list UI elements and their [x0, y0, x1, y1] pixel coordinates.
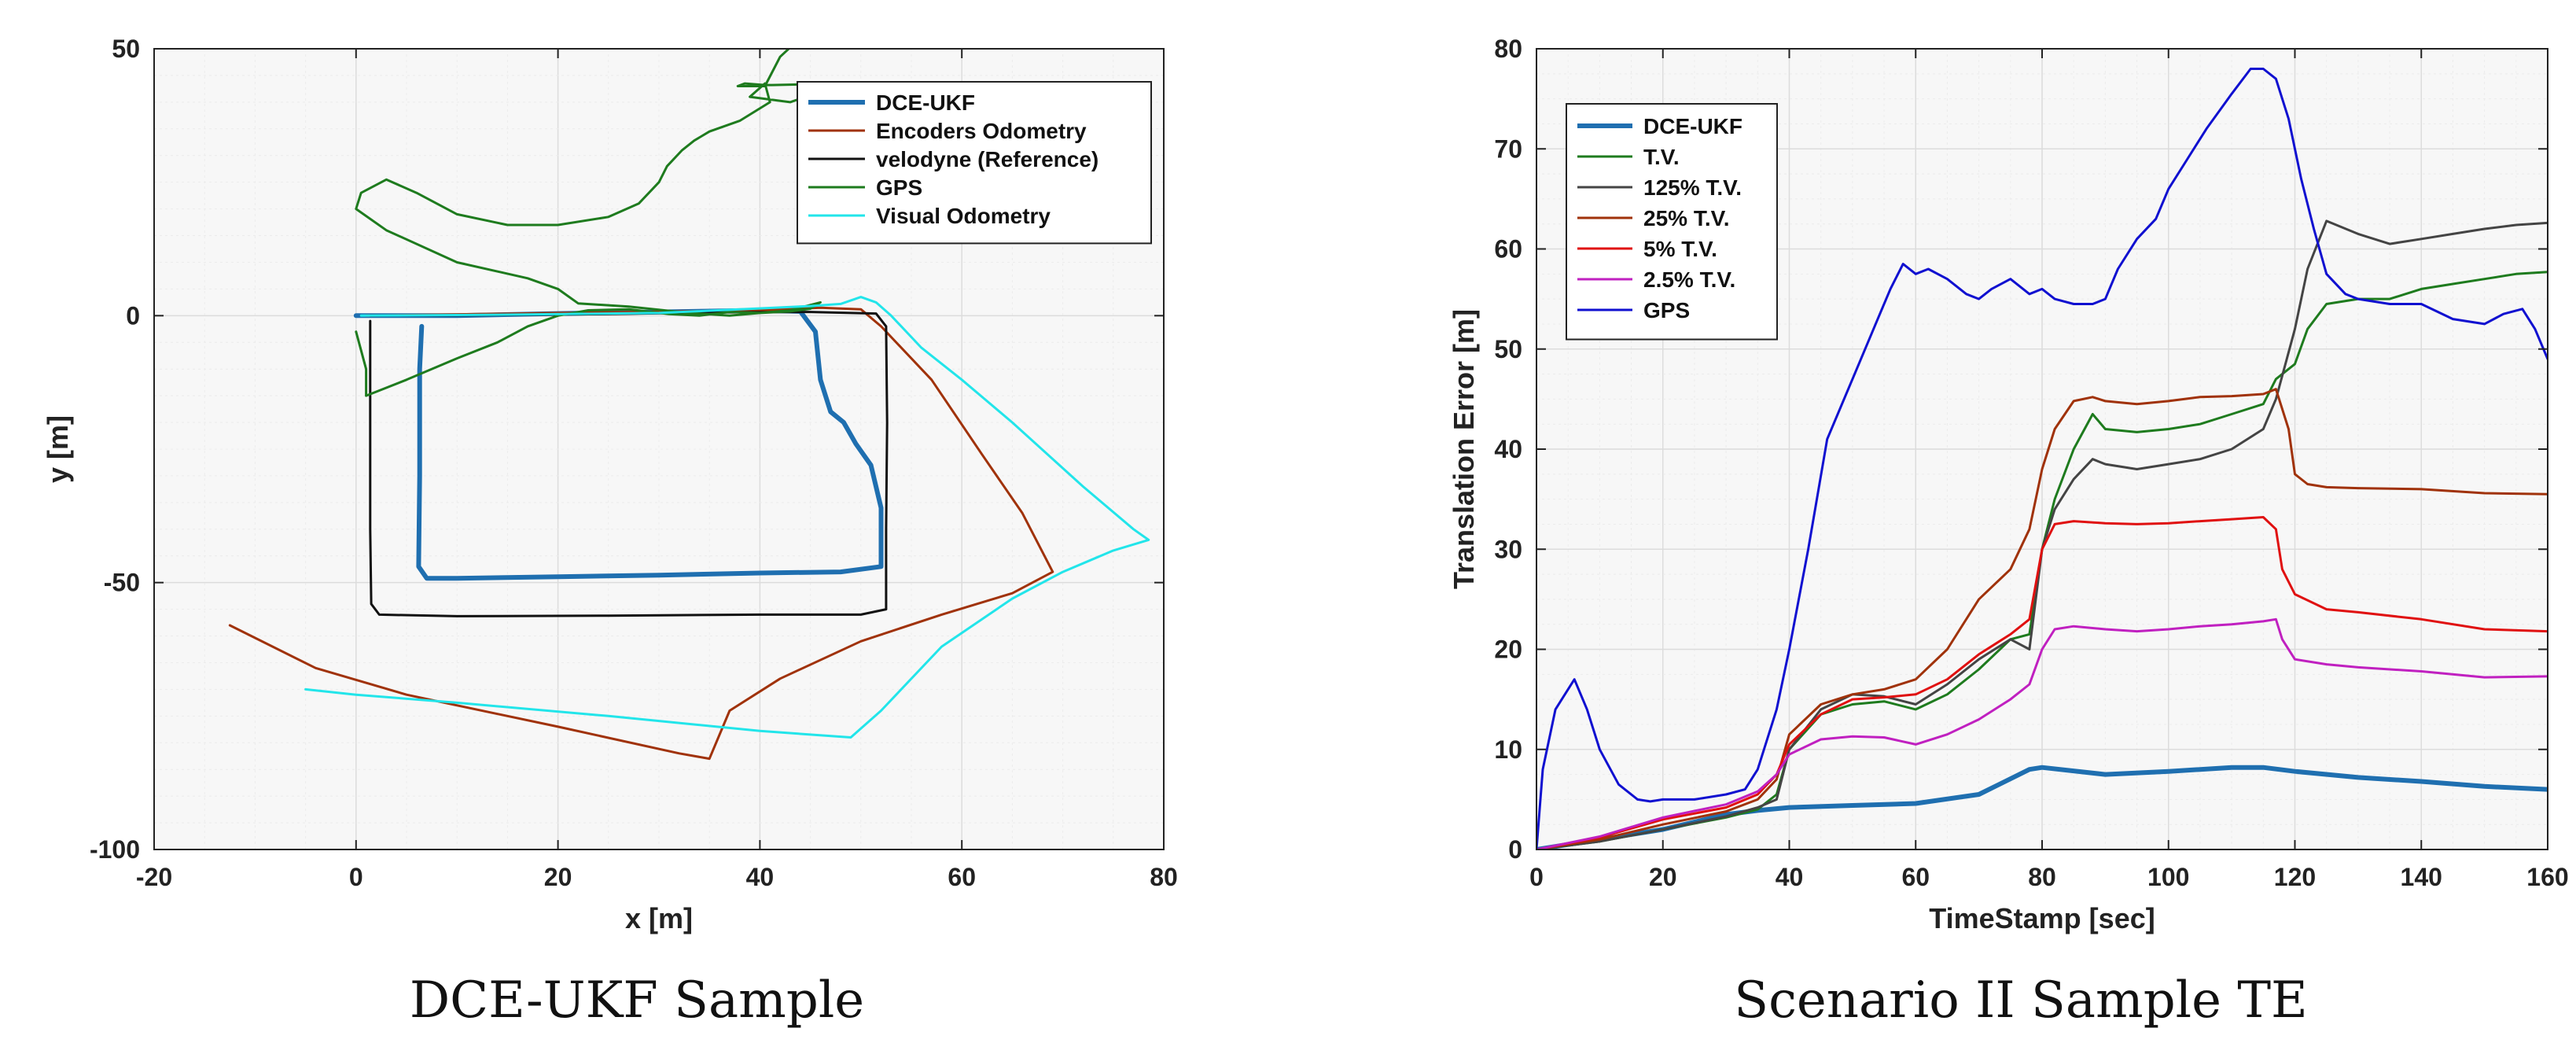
- series-line-2-5-t-v: [1536, 617, 2548, 849]
- legend-label-t-v: T.V.: [1643, 145, 1680, 169]
- y-tick-label: 80: [1494, 35, 1522, 63]
- legend-label-dce-ukf: DCE-UKF: [1643, 114, 1742, 138]
- series-group: [228, 49, 1150, 761]
- y-tick-label: 10: [1494, 735, 1522, 764]
- x-tick-label: 20: [1649, 863, 1677, 891]
- translation-error-chart: 0 20 40 60 80 100 120 140 160 0 10 20 30 40 50 60 70 80 Ti…: [1448, 35, 2569, 934]
- ticks: 0 20 40 60 80 100 120 140 160 0 10 20 30 40 50 60 70 80: [1494, 35, 2568, 891]
- x-tick-label: 160: [2526, 863, 2568, 891]
- y-axis-label: Translation Error [m]: [1448, 309, 1480, 589]
- y-tick-label: -50: [104, 569, 140, 597]
- x-tick-label: 40: [1776, 863, 1804, 891]
- legend-label-25-t-v: 25% T.V.: [1643, 206, 1729, 230]
- series-line-encoders-odometry: [228, 306, 1054, 761]
- x-tick-label: -20: [136, 863, 172, 891]
- legend-label-visual-odometry: Visual Odometry: [876, 204, 1051, 228]
- series-line-gps: [1536, 68, 2548, 849]
- x-tick-label: 60: [1901, 863, 1930, 891]
- legend: DCE-UKF T.V. 125% T.V. 25% T.V. 5% T.V. 2.5% …: [1566, 103, 1778, 341]
- series-line-visual-odometry: [304, 296, 1150, 739]
- right-caption: Scenario II Sample TE: [1734, 971, 2308, 1030]
- series-group: [1536, 68, 2548, 849]
- y-tick-label: 60: [1494, 235, 1522, 264]
- y-tick-label: 0: [1508, 835, 1522, 864]
- x-tick-label: 0: [1529, 863, 1544, 891]
- x-tick-label: 80: [1150, 863, 1178, 891]
- axes-frame: [153, 48, 1165, 850]
- legend: DCE-UKF Encoders Odometry velodyne (Refere…: [797, 81, 1152, 245]
- legend-label-gps: GPS: [876, 175, 922, 200]
- series-line-gps: [355, 49, 827, 397]
- legend-label-5-t-v: 5% T.V.: [1643, 237, 1717, 261]
- x-tick-label: 120: [2274, 863, 2316, 891]
- x-tick-label: 20: [544, 863, 572, 891]
- y-tick-label: 50: [1494, 335, 1522, 363]
- y-tick-label: 40: [1494, 435, 1522, 463]
- y-tick-label: 70: [1494, 135, 1522, 163]
- left-caption: DCE-UKF Sample: [409, 971, 865, 1030]
- legend-box: [1566, 103, 1778, 341]
- x-tick-label: 40: [746, 863, 775, 891]
- grid: [1536, 48, 2548, 850]
- trajectory-chart: -20 0 20 40 60 80 -100 -50 0 50 x [m] y [m] DCE-UKF E…: [42, 35, 1178, 934]
- legend-label-gps: GPS: [1643, 298, 1690, 322]
- series-line-velodyne-reference: [369, 311, 889, 617]
- ticks: -20 0 20 40 60 80 -100 -50 0 50: [90, 35, 1178, 891]
- y-axis-label: y [m]: [42, 415, 74, 483]
- legend-label-125-t-v: 125% T.V.: [1643, 175, 1742, 200]
- y-tick-label: 20: [1494, 636, 1522, 664]
- x-tick-label: 140: [2401, 863, 2442, 891]
- x-tick-label: 0: [349, 863, 363, 891]
- y-tick-label: 50: [112, 35, 140, 63]
- legend-label-velodyne-reference: velodyne (Reference): [876, 147, 1098, 171]
- legend-label-encoders-odometry: Encoders Odometry: [876, 119, 1087, 143]
- x-axis-label: TimeStamp [sec]: [1929, 902, 2155, 934]
- x-tick-label: 100: [2147, 863, 2189, 891]
- x-tick-label: 60: [948, 863, 976, 891]
- x-axis-label: x [m]: [625, 902, 693, 934]
- y-tick-label: 0: [126, 301, 140, 330]
- y-tick-label: -100: [90, 835, 140, 864]
- legend-label-dce-ukf: DCE-UKF: [876, 90, 975, 115]
- x-tick-label: 80: [2028, 863, 2056, 891]
- legend-label-2-5-t-v: 2.5% T.V.: [1643, 267, 1735, 292]
- y-tick-label: 30: [1494, 535, 1522, 563]
